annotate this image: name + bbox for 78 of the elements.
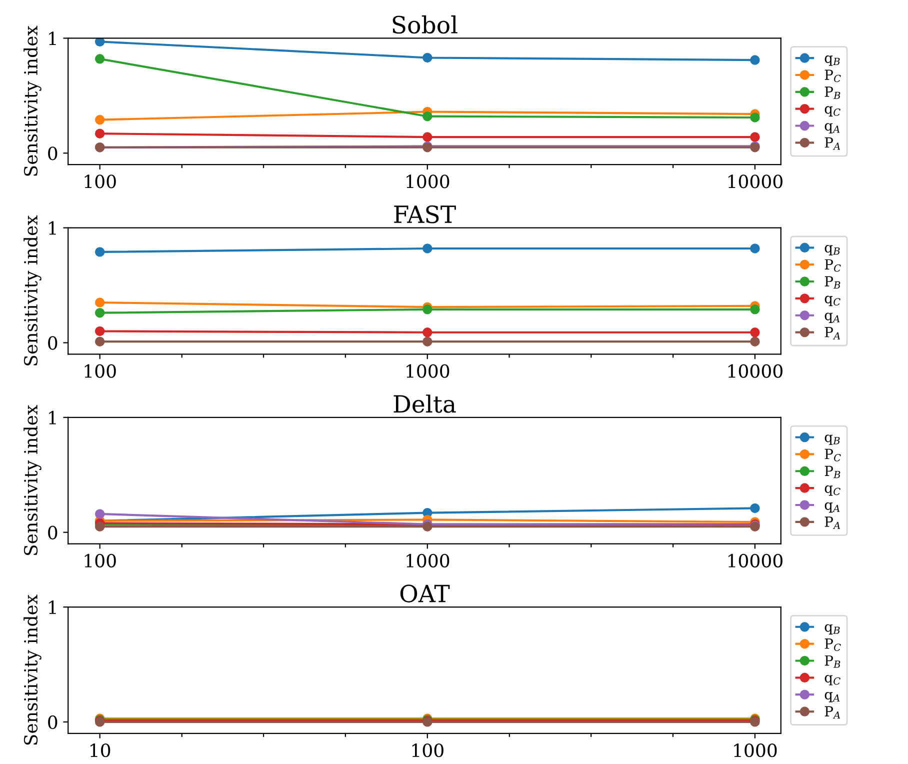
x-tick-label: 1000 — [406, 554, 450, 568]
legend-label: q$_{B}$ — [824, 434, 840, 445]
point — [422, 328, 432, 338]
chart-title: FAST — [394, 205, 456, 224]
legend-label: q$_{B}$ — [824, 245, 840, 256]
point — [94, 298, 105, 308]
point — [94, 114, 105, 125]
point — [422, 244, 432, 254]
y-axis-title: Sensitivity index — [24, 26, 42, 176]
point — [94, 308, 105, 318]
x-tick-label: 100 — [84, 174, 116, 188]
y-tick-label: 1 — [49, 410, 56, 424]
x-tick-label: 10000 — [728, 174, 782, 188]
y-tick-label: 0 — [48, 715, 58, 730]
legend-label: P$_{B}$ — [824, 655, 840, 668]
point — [94, 522, 105, 532]
legend-label: P$_{C}$ — [824, 70, 841, 82]
point — [94, 128, 105, 138]
y-tick-label: 0 — [48, 336, 58, 350]
point — [422, 304, 432, 314]
y-axis-title: Sensitivity index — [24, 404, 42, 555]
chart-title: OAT — [400, 584, 450, 602]
x-tick-label: 100 — [412, 743, 444, 758]
legend-label: P$_{A}$ — [824, 706, 840, 719]
legend-label: q$_{B}$ — [824, 55, 840, 66]
legend-label: P$_{B}$ — [824, 86, 840, 99]
point — [750, 336, 760, 346]
chart-title: Sobol — [392, 15, 458, 34]
point — [94, 326, 105, 336]
point — [422, 336, 432, 346]
legend-label: q$_{C}$ — [824, 675, 840, 686]
legend-label: q$_{C}$ — [824, 296, 840, 306]
legend-label: q$_{A}$ — [824, 123, 840, 134]
x-tick-label: 100 — [84, 364, 116, 378]
y-axis-title: Sensitivity index — [24, 215, 42, 366]
y-tick-label: 1 — [49, 600, 56, 614]
legend-label: P$_{B}$ — [824, 276, 840, 289]
y-tick-label: 1 — [49, 32, 56, 46]
legend-label: P$_{A}$ — [824, 137, 840, 150]
legend-label: q$_{A}$ — [824, 692, 840, 702]
x-tick-label: 1000 — [406, 174, 450, 188]
legend-label: P$_{C}$ — [824, 638, 841, 651]
x-tick-label: 10000 — [728, 554, 782, 568]
point — [422, 52, 432, 63]
point — [422, 132, 432, 142]
x-tick-label: 1000 — [406, 364, 450, 378]
point — [422, 111, 432, 122]
y-tick-label: 0 — [48, 146, 58, 160]
point — [750, 132, 760, 142]
point — [750, 304, 760, 314]
x-tick-label: 10000 — [728, 364, 782, 378]
point — [750, 112, 760, 122]
point — [94, 38, 105, 47]
point — [94, 336, 105, 346]
legend-label: P$_{C}$ — [824, 259, 841, 272]
legend-label: P$_{C}$ — [824, 448, 841, 462]
legend-label: P$_{A}$ — [824, 516, 840, 529]
y-tick-label: 0 — [48, 526, 58, 540]
chart-title: Delta — [394, 394, 456, 413]
point — [94, 54, 105, 64]
point — [750, 55, 760, 65]
point — [94, 509, 105, 519]
point — [750, 503, 760, 514]
x-tick-label: 100 — [84, 554, 116, 568]
y-tick-label: 1 — [49, 221, 56, 235]
legend-label: q$_{A}$ — [824, 312, 840, 324]
point — [94, 247, 105, 257]
x-tick-label: 10 — [90, 743, 110, 758]
x-tick-label: 1000 — [734, 743, 777, 758]
legend-label: q$_{C}$ — [824, 485, 840, 496]
legend-label: q$_{C}$ — [824, 106, 840, 116]
legend-label: q$_{B}$ — [824, 624, 840, 635]
legend-label: P$_{B}$ — [824, 466, 840, 478]
point — [750, 244, 760, 254]
y-axis-title: Sensitivity index — [24, 594, 42, 745]
point — [750, 328, 760, 338]
legend-label: P$_{A}$ — [824, 327, 840, 340]
legend-label: q$_{A}$ — [824, 502, 840, 513]
